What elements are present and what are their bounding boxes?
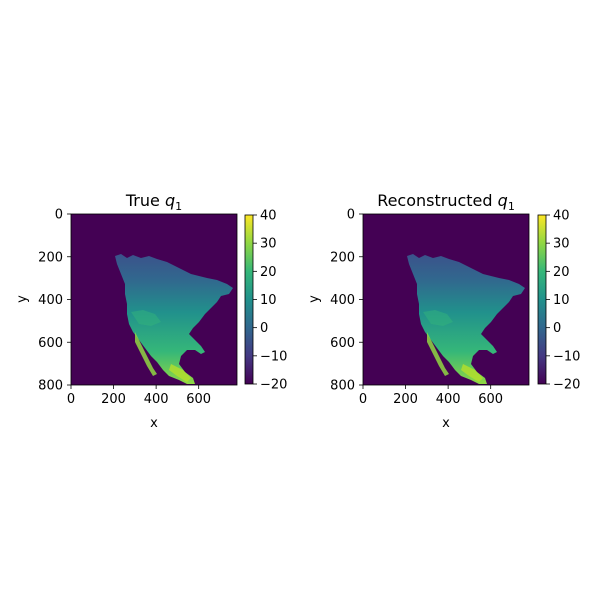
x-axis-label: x xyxy=(150,416,158,431)
colorbar-tick-label: 40 xyxy=(553,209,570,224)
colorbar-tick-label: −20 xyxy=(260,378,287,393)
colorbar xyxy=(537,214,547,385)
y-axis-label: y xyxy=(307,295,322,303)
colorbar-tick-label: −10 xyxy=(260,349,287,364)
y-tick-label: 600 xyxy=(38,336,63,351)
colorbar-tick-label: 10 xyxy=(260,293,277,308)
panel-title: Reconstructed q1 xyxy=(377,191,515,213)
x-tick-label: 400 xyxy=(436,392,461,407)
x-tick-label: 0 xyxy=(359,392,367,407)
y-axis-ticks: 0 200 400 600 800 xyxy=(38,208,71,394)
colorbar-tick-label: −10 xyxy=(553,349,580,364)
colorbar xyxy=(244,214,254,385)
y-tick-label: 600 xyxy=(330,336,355,351)
x-axis-ticks: 0 200 400 600 xyxy=(359,385,503,407)
colorbar-ticks: 40 30 20 10 0 −10 −20 xyxy=(253,209,287,393)
colorbar-tick-label: 10 xyxy=(553,293,570,308)
colorbar-tick-label: 20 xyxy=(260,265,277,280)
y-axis-ticks: 0 200 400 600 800 xyxy=(330,208,363,394)
colorbar-tick-label: 0 xyxy=(260,321,268,336)
panel-reconstructed: Reconstructed q1 0 200 400 600 020040060080… xyxy=(307,191,580,431)
colorbar-tick-label: 20 xyxy=(553,265,570,280)
x-tick-label: 600 xyxy=(186,392,211,407)
colorbar-ticks: 40 30 20 10 0 −10 −20 xyxy=(546,209,580,393)
x-axis-ticks: 0 200 400 600 xyxy=(67,385,211,407)
x-axis-label: x xyxy=(442,416,450,431)
y-tick-label: 400 xyxy=(38,293,63,308)
y-tick-label: 800 xyxy=(38,379,63,394)
y-tick-label: 0 xyxy=(347,208,355,223)
y-tick-label: 0 xyxy=(55,208,63,223)
x-tick-label: 400 xyxy=(144,392,169,407)
colorbar-tick-label: 40 xyxy=(260,209,277,224)
y-axis-label: y xyxy=(15,295,30,303)
y-tick-label: 200 xyxy=(38,250,63,265)
x-tick-label: 200 xyxy=(101,392,126,407)
x-tick-label: 600 xyxy=(478,392,503,407)
y-tick-label: 800 xyxy=(330,379,355,394)
colorbar-tick-label: 0 xyxy=(553,321,561,336)
colorbar-tick-label: 30 xyxy=(553,237,570,252)
colorbar-tick-label: 30 xyxy=(260,237,277,252)
y-tick-label: 400 xyxy=(330,293,355,308)
colorbar-tick-label: −20 xyxy=(553,378,580,393)
x-tick-label: 0 xyxy=(67,392,75,407)
x-tick-label: 200 xyxy=(393,392,418,407)
panel-title: True q1 xyxy=(125,191,182,213)
y-tick-label: 200 xyxy=(330,250,355,265)
